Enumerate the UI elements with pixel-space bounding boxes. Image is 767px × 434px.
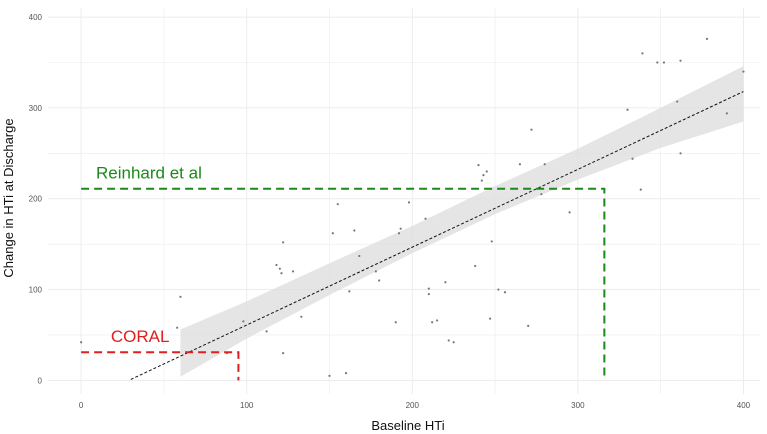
- data-point: [328, 374, 331, 377]
- data-point: [540, 193, 543, 196]
- confidence-band: [180, 66, 744, 377]
- y-tick-label: 300: [29, 104, 43, 113]
- data-point: [527, 324, 530, 327]
- data-point: [477, 164, 480, 167]
- coral-label: CORAL: [111, 327, 170, 346]
- tick-labels-layer: 0 100 200 300 400 0 100 200 300 400: [29, 13, 751, 410]
- coral-reference-line: [81, 351, 240, 381]
- data-point: [353, 229, 356, 232]
- data-point: [278, 267, 281, 270]
- y-tick-label: 400: [29, 13, 43, 22]
- y-tick-label: 0: [38, 376, 43, 385]
- data-point: [482, 174, 485, 177]
- data-point: [447, 339, 450, 342]
- data-point: [679, 59, 682, 62]
- data-point: [275, 263, 278, 267]
- data-point: [331, 232, 334, 235]
- data-point: [291, 270, 295, 273]
- data-point: [679, 152, 682, 155]
- data-point: [444, 281, 447, 284]
- data-point: [503, 291, 507, 294]
- data-point: [358, 254, 361, 258]
- data-point: [282, 352, 285, 355]
- data-point: [242, 320, 245, 323]
- data-point: [452, 341, 455, 344]
- data-point: [436, 319, 439, 322]
- data-point: [424, 217, 427, 220]
- x-tick-label: 200: [406, 401, 420, 410]
- data-point: [348, 290, 351, 293]
- data-point: [568, 211, 571, 214]
- y-axis-title: Change in HTi at Discharge: [1, 118, 16, 277]
- fit-line: [130, 91, 744, 380]
- data-point: [518, 163, 522, 166]
- data-point: [378, 279, 381, 282]
- data-point: [626, 108, 629, 111]
- confidence-band-layer: [180, 66, 744, 377]
- data-point: [394, 321, 397, 324]
- data-point: [282, 241, 285, 244]
- data-point: [631, 157, 634, 160]
- y-tick-label: 200: [29, 195, 43, 204]
- x-tick-label: 300: [571, 401, 585, 410]
- data-point: [80, 341, 83, 344]
- grid: [48, 8, 760, 394]
- data-point: [280, 272, 283, 275]
- data-point: [336, 203, 339, 206]
- data-point: [639, 188, 642, 191]
- annotations-layer: CORAL Reinhard et al: [81, 164, 606, 381]
- fit-line-layer: [130, 91, 744, 380]
- data-point: [427, 292, 430, 296]
- points-layer: [80, 37, 745, 377]
- data-point: [265, 330, 268, 333]
- data-point: [676, 100, 679, 103]
- data-point: [474, 264, 477, 268]
- data-point: [300, 315, 303, 318]
- x-tick-label: 100: [240, 401, 254, 410]
- data-point: [480, 179, 483, 182]
- reinhard-et-al-reference-line: [81, 187, 606, 381]
- data-point: [725, 112, 728, 115]
- data-point: [543, 163, 546, 166]
- data-point: [490, 240, 493, 243]
- data-point: [705, 37, 709, 40]
- data-point: [489, 317, 492, 320]
- x-axis-title: Baseline HTi: [371, 418, 444, 433]
- y-tick-label: 100: [29, 286, 43, 295]
- data-point: [431, 321, 434, 324]
- data-point: [399, 227, 402, 230]
- data-point: [427, 287, 430, 290]
- data-point: [176, 326, 179, 329]
- data-point: [179, 295, 182, 298]
- data-point: [662, 61, 666, 64]
- data-point: [656, 61, 659, 64]
- data-point: [344, 372, 348, 375]
- data-point: [497, 288, 500, 291]
- data-point: [742, 70, 745, 73]
- data-point: [397, 232, 401, 235]
- data-point: [485, 170, 488, 173]
- x-tick-label: 0: [79, 401, 84, 410]
- data-point: [374, 270, 377, 273]
- x-tick-label: 400: [737, 401, 751, 410]
- data-point: [641, 52, 644, 55]
- data-point: [530, 128, 533, 131]
- data-point: [407, 201, 411, 204]
- reinhard-et-al-label: Reinhard et al: [96, 164, 202, 183]
